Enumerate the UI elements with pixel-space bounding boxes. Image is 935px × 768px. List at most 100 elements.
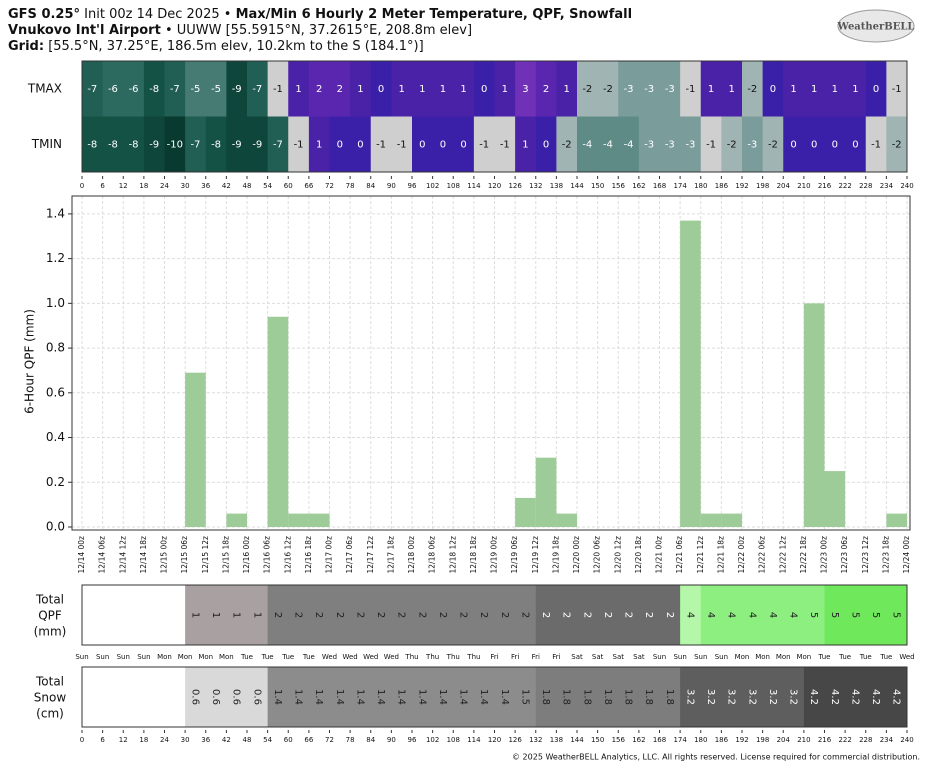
x-tick-label: 12/23 06z bbox=[840, 536, 849, 574]
temp-label: -4 bbox=[603, 139, 613, 150]
temp-cell bbox=[638, 116, 660, 173]
x-tick-label: 162 bbox=[632, 736, 645, 744]
day-label: Thu bbox=[404, 653, 418, 661]
x-tick-label: 12/22 00z bbox=[737, 536, 746, 574]
x-tick-label: 108 bbox=[447, 736, 460, 744]
x-tick-label: 42 bbox=[222, 736, 231, 744]
title: Max/Min 6 Hourly 2 Meter Temperature, QP… bbox=[236, 7, 633, 22]
x-tick-label: 240 bbox=[900, 182, 913, 190]
x-tick-label: 24 bbox=[160, 736, 169, 744]
temp-label: 1 bbox=[564, 84, 570, 95]
total-cell bbox=[391, 667, 413, 727]
total-label: 1.8 bbox=[664, 689, 675, 705]
temp-label: 0 bbox=[481, 84, 487, 95]
temp-cell bbox=[659, 116, 681, 173]
x-tick-label: 12/21 00z bbox=[655, 536, 664, 574]
total-cell bbox=[473, 667, 495, 727]
total-cell bbox=[700, 585, 722, 645]
x-tick-label: 12/20 06z bbox=[593, 536, 602, 574]
total-cell bbox=[391, 585, 413, 645]
temp-cell bbox=[370, 116, 392, 173]
temp-label: -9 bbox=[232, 139, 242, 150]
bar bbox=[824, 471, 846, 527]
total-label: 1.4 bbox=[458, 689, 469, 705]
x-tick-label: 12/20 18z bbox=[634, 536, 643, 574]
x-tick-label: 222 bbox=[838, 736, 851, 744]
x-tick-label: 192 bbox=[735, 736, 748, 744]
x-tick-label: 12/16 18z bbox=[304, 536, 313, 574]
total-label: 2 bbox=[561, 612, 572, 618]
temp-cell bbox=[494, 116, 516, 173]
y-tick-label: 0.8 bbox=[46, 341, 65, 355]
total-label: 2 bbox=[396, 612, 407, 618]
total-cell bbox=[453, 585, 475, 645]
x-tick-label: 18 bbox=[139, 182, 148, 190]
total-label: 1.8 bbox=[581, 689, 592, 705]
total-cell bbox=[267, 667, 289, 727]
total-cell bbox=[638, 667, 660, 727]
temp-label: -1 bbox=[706, 139, 716, 150]
total-label: 4.2 bbox=[829, 689, 840, 705]
total-label: 1 bbox=[189, 612, 200, 618]
total-cell bbox=[432, 667, 454, 727]
temp-label: -2 bbox=[562, 139, 572, 150]
x-tick-label: 12/19 06z bbox=[510, 536, 519, 574]
day-label: Sun bbox=[75, 653, 88, 661]
day-label: Tue bbox=[261, 653, 274, 661]
total-label: 2 bbox=[458, 612, 469, 618]
day-label: Tue bbox=[859, 653, 872, 661]
temp-cell bbox=[102, 116, 124, 173]
total-cell bbox=[803, 667, 825, 727]
total-label: 5 bbox=[891, 612, 902, 618]
x-tick-label: 174 bbox=[673, 736, 687, 744]
x-tick-label: 18 bbox=[139, 736, 148, 744]
temp-cell bbox=[473, 61, 495, 117]
day-label: Wed bbox=[363, 653, 378, 661]
temp-cell bbox=[742, 61, 764, 117]
total-cell bbox=[886, 667, 908, 727]
total-cell bbox=[577, 667, 599, 727]
temp-cell bbox=[391, 61, 413, 117]
total-cell bbox=[865, 585, 887, 645]
bar bbox=[556, 513, 577, 527]
x-tick-label: 66 bbox=[304, 736, 313, 744]
day-label: Sat bbox=[633, 653, 645, 661]
day-label: Fri bbox=[490, 653, 498, 661]
total-label: 2 bbox=[581, 612, 592, 618]
header-line: GFS 0.25° Init 00z 14 Dec 2025 • Max/Min… bbox=[8, 7, 632, 22]
day-label: Sat bbox=[592, 653, 604, 661]
temp-label: -2 bbox=[582, 84, 592, 95]
total-label: 2 bbox=[416, 612, 427, 618]
day-label: Wed bbox=[899, 653, 914, 661]
total-cell bbox=[226, 585, 248, 645]
temp-label: 1 bbox=[832, 84, 838, 95]
temp-cell bbox=[164, 116, 186, 173]
x-tick-label: 114 bbox=[467, 736, 481, 744]
total-label: 4 bbox=[788, 612, 799, 618]
x-tick-label: 156 bbox=[612, 736, 626, 744]
temp-cell bbox=[700, 116, 722, 173]
total-label: 1.4 bbox=[396, 689, 407, 705]
x-tick-label: 102 bbox=[426, 182, 439, 190]
x-tick-label: 0 bbox=[80, 736, 84, 744]
day-label: Tue bbox=[302, 653, 315, 661]
temp-cell bbox=[742, 116, 764, 173]
temp-label: -3 bbox=[685, 139, 695, 150]
total-label: 1.4 bbox=[272, 689, 283, 705]
x-tick-label: 84 bbox=[366, 182, 375, 190]
total-label: 1.4 bbox=[293, 689, 304, 705]
x-tick-label: 12/23 18z bbox=[881, 536, 890, 574]
temp-cell bbox=[226, 116, 248, 173]
x-tick-label: 60 bbox=[284, 736, 293, 744]
day-label: Mon bbox=[755, 653, 770, 661]
strip-label: Total bbox=[35, 593, 64, 607]
total-label: 5 bbox=[829, 612, 840, 618]
panel-frame bbox=[81, 60, 908, 173]
temp-label: 0 bbox=[770, 84, 776, 95]
temp-cell bbox=[82, 61, 104, 117]
total-cell bbox=[597, 585, 619, 645]
x-tick-label: 12/15 12z bbox=[201, 536, 210, 574]
x-tick-label: 12/15 00z bbox=[160, 536, 169, 574]
temp-cell bbox=[824, 116, 846, 173]
x-tick-label: 54 bbox=[263, 182, 272, 190]
